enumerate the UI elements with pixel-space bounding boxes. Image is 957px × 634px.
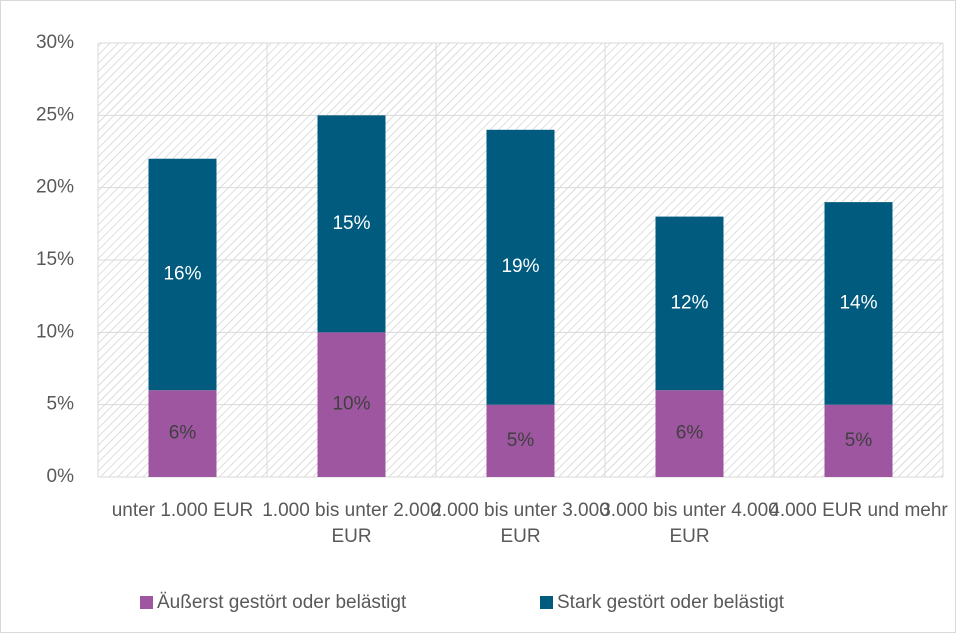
y-tick-label: 5% (47, 394, 75, 415)
legend-label: Stark gestört oder belästigt (557, 592, 785, 613)
data-label: 12% (670, 292, 708, 313)
data-label: 6% (676, 423, 704, 444)
data-label: 6% (169, 423, 197, 444)
data-label: 5% (507, 430, 535, 451)
bar-segment (317, 332, 386, 477)
legend-label: Äußerst gestört oder belästigt (157, 592, 407, 613)
x-tick-label: 2.000 bis unter 3.000 EUR (431, 500, 610, 547)
y-tick-label: 30% (36, 32, 74, 53)
bar-segment (824, 404, 893, 477)
y-tick-label: 0% (47, 466, 75, 487)
legend-swatch (540, 596, 553, 609)
bar-segment (317, 115, 386, 333)
x-tick-label: 1.000 bis unter 2.000 EUR (262, 500, 441, 547)
bar-segment (148, 158, 217, 391)
bar-segment (655, 390, 724, 477)
legend-swatch (140, 596, 153, 609)
y-tick-label: 10% (36, 321, 74, 342)
bar-segment (148, 390, 217, 477)
data-label: 10% (332, 394, 370, 415)
y-tick-label: 15% (36, 249, 74, 270)
data-label: 19% (501, 256, 539, 277)
x-tick-label: 3.000 bis unter 4.000 EUR (600, 500, 779, 547)
x-tick-label: 4.000 EUR und mehr (769, 500, 948, 521)
bar-segment (486, 129, 555, 405)
bar-segment (824, 202, 893, 405)
data-label: 15% (332, 213, 370, 234)
bar-segment (655, 216, 724, 391)
data-label: 16% (163, 263, 201, 284)
y-tick-label: 20% (36, 177, 74, 198)
data-label: 5% (845, 430, 873, 451)
y-tick-label: 25% (36, 104, 74, 125)
bar-segment (486, 404, 555, 477)
x-tick-label: unter 1.000 EUR (111, 500, 254, 521)
data-label: 14% (839, 292, 877, 313)
